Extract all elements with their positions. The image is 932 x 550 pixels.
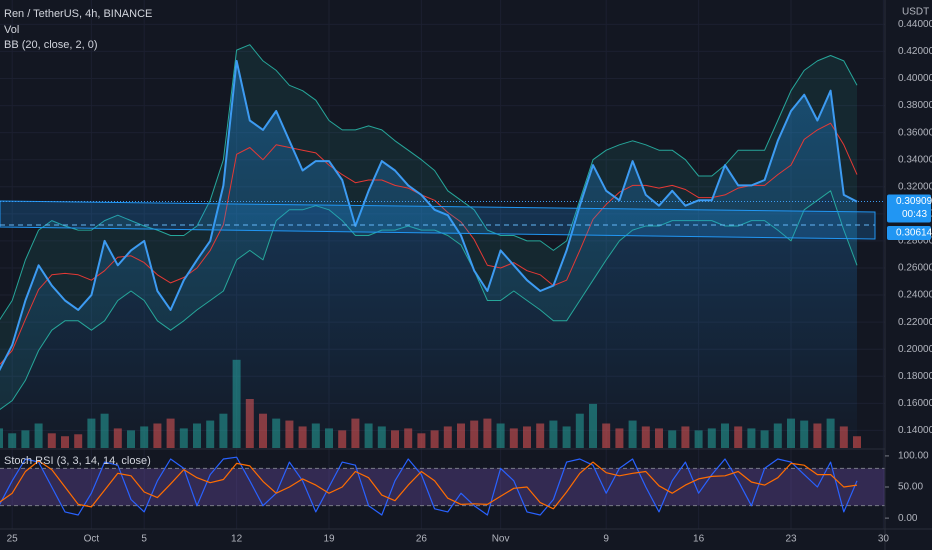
price-area — [0, 60, 857, 448]
x-tick-label: 30 — [878, 534, 890, 545]
y-tick-label: 0.18000 — [898, 371, 932, 382]
x-tick-label: 25 — [7, 534, 19, 545]
y-tick-label: 0.16000 — [898, 398, 932, 409]
x-tick-label: 23 — [785, 534, 797, 545]
x-tick-label: 5 — [141, 534, 147, 545]
x-tick-label: 9 — [603, 534, 609, 545]
x-tick-label: 12 — [231, 534, 243, 545]
y-tick-label: 0.36000 — [898, 127, 932, 138]
currency-label: USDT — [902, 7, 929, 18]
y-tick-label: 0.22000 — [898, 317, 932, 328]
stoch-k — [0, 456, 858, 516]
stoch-tick-label: 50.00 — [898, 482, 923, 493]
price-line — [0, 59, 858, 372]
y-tick-label: 0.26000 — [898, 263, 932, 274]
chart-title: Ren / TetherUS, 4h, BINANCE — [4, 8, 152, 20]
x-tick-label: Nov — [492, 534, 510, 545]
countdown: 00:43 — [902, 209, 927, 220]
x-tick-label: 26 — [416, 534, 428, 545]
stoch-band — [0, 468, 885, 506]
stoch-tick-label: 100.00 — [898, 451, 929, 462]
y-tick-label: 0.24000 — [898, 290, 932, 301]
channel — [0, 200, 876, 240]
channel-label: 0.30614 — [896, 228, 932, 239]
bb-upper — [0, 44, 858, 321]
x-tick-label: 16 — [693, 534, 705, 545]
x-tick-label: 19 — [323, 534, 335, 545]
x-tick-label: Oct — [84, 534, 100, 545]
y-tick-label: 0.20000 — [898, 344, 932, 355]
stoch-tick-label: 0.00 — [898, 513, 918, 524]
y-tick-label: 0.34000 — [898, 154, 932, 165]
y-tick-label: 0.42000 — [898, 46, 932, 57]
price-tag — [887, 194, 931, 223]
stoch-title: Stoch RSI (3, 3, 14, 14, close) — [4, 455, 151, 467]
y-tick-label: 0.40000 — [898, 73, 932, 84]
bb-lower — [0, 190, 858, 410]
stoch-d — [0, 460, 858, 510]
indicator-label: BB (20, close, 2, 0) — [4, 39, 98, 51]
y-tick-label: 0.32000 — [898, 181, 932, 192]
y-tick-label: 0.44000 — [898, 19, 932, 30]
indicator-label: Vol — [4, 24, 19, 36]
y-tick-label: 0.28000 — [898, 236, 932, 247]
y-tick-label: 0.38000 — [898, 100, 932, 111]
channel-tag — [887, 226, 931, 240]
last-price-label: 0.30909 — [896, 196, 932, 207]
y-tick-label: 0.14000 — [898, 425, 932, 436]
